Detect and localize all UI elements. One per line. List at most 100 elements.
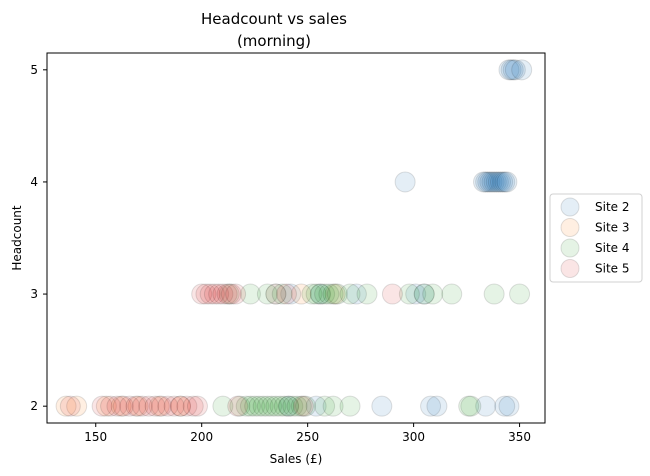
data-point-site-4 [278, 395, 300, 417]
data-point-site-2 [494, 395, 516, 417]
y-tick-label: 5 [30, 63, 38, 77]
data-point-site-2 [278, 395, 300, 417]
y-axis-label: Headcount [10, 205, 24, 271]
data-point-site-5 [216, 283, 238, 305]
data-point-site-5 [292, 395, 314, 417]
x-tick-label: 350 [508, 430, 531, 444]
data-point-site-5 [275, 283, 297, 305]
data-point-site-5 [131, 395, 153, 417]
data-point-site-2 [498, 395, 520, 417]
data-point-site-5 [191, 283, 213, 305]
data-point-site-5 [203, 283, 225, 305]
data-point-site-3 [148, 395, 170, 417]
data-point-site-2 [487, 171, 509, 193]
legend-marker [560, 238, 580, 258]
data-point-site-5 [220, 283, 242, 305]
data-point-site-2 [475, 171, 497, 193]
data-point-site-5 [163, 395, 185, 417]
data-point-site-4 [460, 395, 482, 417]
data-point-site-4 [282, 395, 304, 417]
chart-title: Headcount vs sales (morning) [201, 10, 347, 50]
data-point-site-5 [144, 395, 166, 417]
data-point-site-5 [182, 395, 204, 417]
data-point-site-5 [225, 283, 247, 305]
data-point-site-2 [492, 171, 514, 193]
x-axis: 150 200 250 300 350 [84, 423, 531, 444]
data-point-site-2 [371, 395, 393, 417]
data-point-site-2 [345, 283, 367, 305]
y-tick-label: 4 [30, 175, 38, 189]
data-point-site-5 [59, 395, 81, 417]
data-point-site-4 [256, 283, 278, 305]
data-point-site-2 [265, 283, 287, 305]
legend-label: Site 3 [595, 221, 630, 235]
data-point-site-2 [479, 171, 501, 193]
data-point-site-4 [398, 283, 420, 305]
data-point-site-4 [235, 395, 257, 417]
data-point-site-3 [95, 395, 117, 417]
data-point-site-4 [441, 283, 463, 305]
data-point-site-2 [305, 395, 327, 417]
data-point-site-4 [314, 395, 336, 417]
data-point-site-4 [322, 283, 344, 305]
data-point-site-5 [125, 395, 147, 417]
data-point-site-4 [483, 283, 505, 305]
data-point-site-4 [339, 395, 361, 417]
plot-points [55, 59, 533, 417]
data-point-site-3 [66, 395, 88, 417]
data-point-site-5 [91, 395, 113, 417]
data-point-site-4 [301, 283, 323, 305]
data-point-site-5 [100, 395, 122, 417]
data-point-site-5 [170, 395, 192, 417]
data-point-site-2 [494, 171, 516, 193]
data-point-site-5 [195, 283, 217, 305]
data-point-site-2 [502, 59, 524, 81]
legend: Site 2 Site 3 Site 4 Site 5 [549, 193, 643, 283]
data-point-site-4 [326, 283, 348, 305]
data-point-site-2 [280, 283, 302, 305]
data-point-site-4 [252, 395, 274, 417]
data-point-site-4 [248, 395, 270, 417]
chart-title-line-2: (morning) [237, 32, 311, 50]
data-point-site-2 [309, 283, 331, 305]
data-point-site-5 [138, 395, 160, 417]
data-point-site-2 [473, 171, 495, 193]
data-point-site-4 [256, 395, 278, 417]
y-axis: 2 3 4 5 [30, 63, 47, 413]
data-point-site-4 [269, 395, 291, 417]
legend-box [549, 193, 643, 283]
data-point-site-5 [150, 395, 172, 417]
x-tick-label: 200 [190, 430, 213, 444]
data-point-site-4 [509, 283, 531, 305]
data-point-site-4 [265, 395, 287, 417]
data-point-site-4 [314, 283, 336, 305]
data-point-site-2 [394, 171, 416, 193]
data-point-site-2 [475, 395, 497, 417]
data-point-site-2 [485, 171, 507, 193]
legend-marker [560, 197, 580, 217]
data-point-site-5 [199, 283, 221, 305]
chart-title-line-1: Headcount vs sales [201, 10, 347, 28]
data-point-site-4 [413, 283, 435, 305]
data-point-site-2 [413, 283, 435, 305]
data-point-site-4 [305, 283, 327, 305]
data-point-site-2 [483, 171, 505, 193]
data-point-site-5 [157, 395, 179, 417]
data-point-site-4 [295, 395, 317, 417]
data-point-site-2 [496, 171, 518, 193]
data-point-site-3 [170, 395, 192, 417]
data-point-site-4 [318, 283, 340, 305]
data-point-site-4 [422, 283, 444, 305]
data-point-site-2 [405, 283, 427, 305]
data-point-site-4 [339, 283, 361, 305]
data-point-site-5 [106, 395, 128, 417]
legend-marker [560, 218, 580, 237]
x-tick-label: 300 [402, 430, 425, 444]
data-point-site-3 [55, 395, 77, 417]
data-point-site-2 [500, 59, 522, 81]
data-point-site-3 [290, 283, 312, 305]
data-point-site-4 [239, 395, 261, 417]
data-point-site-4 [309, 283, 331, 305]
data-point-site-5 [381, 283, 403, 305]
